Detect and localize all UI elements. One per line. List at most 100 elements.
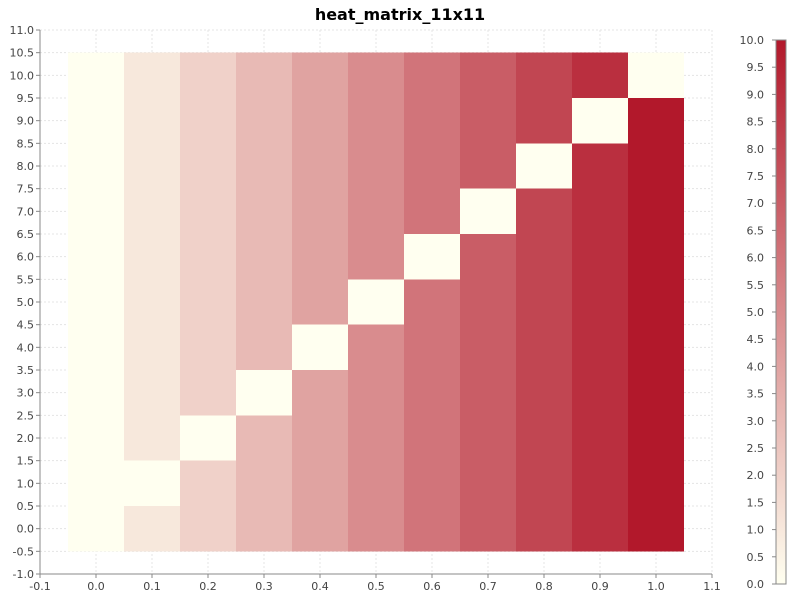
heatmap-cell [460, 188, 516, 234]
heatmap-cell [68, 188, 124, 234]
heatmap-cell [628, 234, 684, 280]
heatmap-cell [516, 460, 572, 506]
heatmap-cell [460, 324, 516, 370]
x-tick-label: 0.3 [255, 580, 273, 593]
color-scale-tick-label: 2.0 [747, 469, 765, 482]
heatmap-cell [180, 98, 236, 144]
heatmap-cell [516, 506, 572, 552]
heatmap-cell [460, 234, 516, 280]
x-tick-label: 0.9 [591, 580, 609, 593]
heatmap-cell [404, 324, 460, 370]
heatmap-cell [348, 506, 404, 552]
heatmap-cell [404, 98, 460, 144]
y-tick-label: 4.0 [17, 341, 35, 354]
color-scale-tick-label: 0.5 [747, 551, 765, 564]
heatmap-cell [236, 370, 292, 416]
heatmap-cell [68, 143, 124, 189]
heatmap-cell [68, 415, 124, 461]
heatmap-cell [460, 98, 516, 144]
heatmap-cell [348, 324, 404, 370]
y-tick-label: 9.5 [17, 92, 35, 105]
heatmap-cell [348, 415, 404, 461]
heatmap-cell [292, 188, 348, 234]
heatmap-cell [628, 52, 684, 98]
color-scale-tick-label: 0.0 [747, 578, 765, 591]
heatmap-cell [292, 279, 348, 325]
heatmap-cell [180, 52, 236, 98]
heatmap-cell [404, 234, 460, 280]
x-tick-label: 0.0 [87, 580, 105, 593]
y-tick-label: 2.0 [17, 432, 35, 445]
heatmap-cell [628, 506, 684, 552]
heatmap-cell [124, 98, 180, 144]
heatmap-cell [628, 415, 684, 461]
y-tick-label: 1.5 [17, 455, 35, 468]
color-scale-tick-label: 5.0 [747, 306, 765, 319]
heatmap-cell [180, 460, 236, 506]
heatmap-cell [460, 52, 516, 98]
y-axis-ticks: -1.0 -0.5 0.0 0.5 1.0 1.5 2.0 2.5 3.0 3.5 4.0 4.5 5.… [10, 24, 40, 581]
heatmap-cell [180, 324, 236, 370]
y-tick-label: 3.0 [17, 387, 35, 400]
y-tick-label: 2.5 [17, 409, 35, 422]
color-scale-tick-label: 4.5 [747, 333, 765, 346]
heatmap-cell [572, 52, 628, 98]
x-tick-label: 1.1 [703, 580, 721, 593]
x-axis-ticks: -0.1 0.0 0.1 0.2 0.3 0.4 0.5 0.6 0.7 0.8 0.9 1.0 1.1 [29, 574, 721, 593]
heatmap-cells [68, 52, 684, 552]
color-scale-tick-label: 9.5 [747, 61, 765, 74]
heatmap-cell [404, 415, 460, 461]
color-scale-tick-label: 3.5 [747, 388, 765, 401]
heatmap-cell [180, 370, 236, 416]
heatmap-cell [572, 143, 628, 189]
y-tick-label: 6.0 [17, 251, 35, 264]
heatmap-cell [68, 324, 124, 370]
heatmap-cell [516, 52, 572, 98]
y-tick-label: 1.0 [17, 477, 35, 490]
heatmap-cell [460, 370, 516, 416]
x-tick-label: 0.8 [535, 580, 553, 593]
heatmap-cell [628, 143, 684, 189]
heatmap-cell [348, 52, 404, 98]
heatmap-cell [404, 143, 460, 189]
x-tick-label: 1.0 [647, 580, 665, 593]
heatmap-cell [124, 143, 180, 189]
heatmap-cell [628, 188, 684, 234]
heatmap-cell [348, 279, 404, 325]
color-scale-tick-label: 1.5 [747, 496, 765, 509]
color-scale-tick-label: 6.0 [747, 252, 765, 265]
heatmap-cell [460, 506, 516, 552]
heatmap-cell [68, 279, 124, 325]
heatmap-cell [68, 234, 124, 280]
color-scale-bar [776, 40, 786, 584]
heatmap-cell [292, 460, 348, 506]
color-scale-tick-label: 2.5 [747, 442, 765, 455]
color-scale-tick-label: 9.0 [747, 88, 765, 101]
heatmap-cell [404, 188, 460, 234]
heatmap-cell [124, 324, 180, 370]
heatmap-cell [348, 460, 404, 506]
x-tick-label: 0.6 [423, 580, 441, 593]
color-scale-tick-label: 7.0 [747, 197, 765, 210]
heatmap-cell [292, 415, 348, 461]
y-tick-label: 4.5 [17, 319, 35, 332]
color-scale-ticks: 0.0 0.5 1.0 1.5 2.0 2.5 3.0 3.5 4.0 4.5 5.0 5.5 6.0 6… [740, 34, 776, 591]
heatmap-cell [516, 279, 572, 325]
heatmap-cell [124, 52, 180, 98]
heatmap-cell [292, 98, 348, 144]
y-tick-label: 0.0 [17, 523, 35, 536]
heatmap-cell [460, 415, 516, 461]
heatmap-cell [236, 506, 292, 552]
heatmap-cell [460, 460, 516, 506]
heatmap-cell [236, 415, 292, 461]
heatmap-cell [516, 188, 572, 234]
heatmap-cell [68, 370, 124, 416]
heatmap-cell [124, 188, 180, 234]
heatmap-cell [572, 415, 628, 461]
y-tick-label: -0.5 [13, 545, 34, 558]
x-tick-label: 0.2 [199, 580, 217, 593]
y-tick-label: 11.0 [10, 24, 35, 37]
y-tick-label: 5.0 [17, 296, 35, 309]
color-scale-tick-label: 1.0 [747, 524, 765, 537]
